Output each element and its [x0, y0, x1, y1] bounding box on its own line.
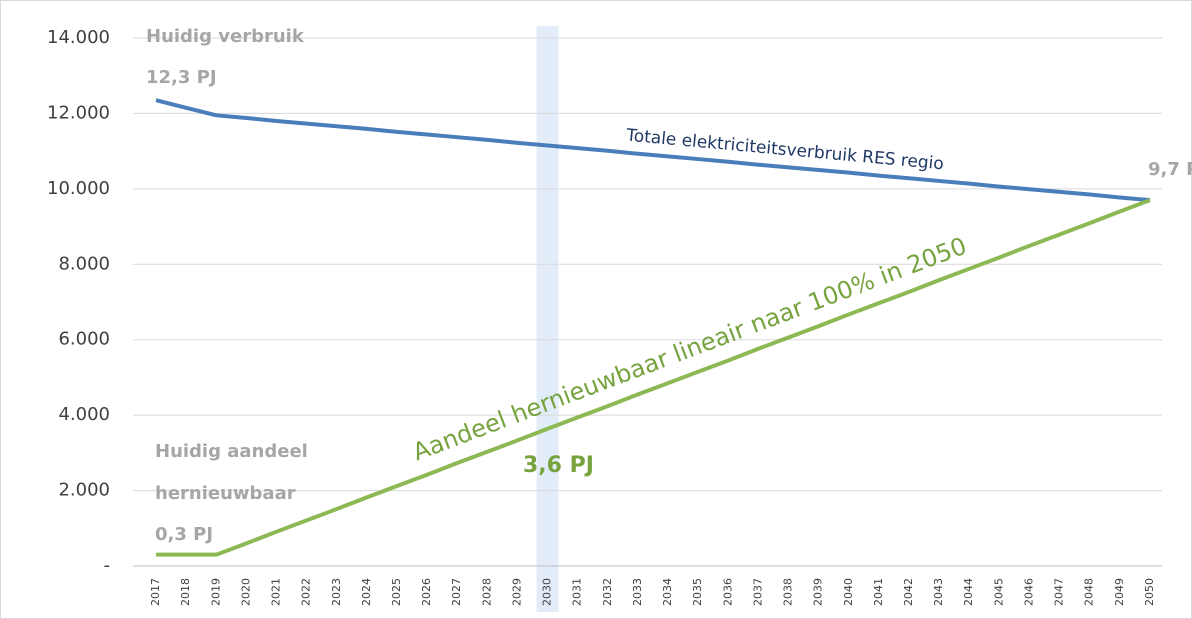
x-tick-label: 2019: [209, 578, 222, 606]
y-tick-label: 8.000: [58, 253, 110, 274]
x-tick-label: 2049: [1113, 578, 1126, 606]
x-tick-label: 2030: [541, 578, 554, 606]
x-tick-label: 2045: [992, 578, 1005, 606]
x-tick-label: 2042: [902, 578, 915, 606]
x-tick-label: 2048: [1083, 578, 1096, 606]
x-tick-label: 2043: [932, 578, 945, 606]
x-tick-label: 2037: [751, 578, 764, 606]
annotation: 9,7 PJ: [1148, 159, 1192, 180]
x-tick-label: 2022: [300, 578, 313, 606]
y-tick-label: -: [104, 555, 111, 576]
x-tick-label: 2020: [239, 578, 252, 606]
annotation: 3,6 PJ: [523, 453, 594, 478]
x-tick-label: 2029: [510, 578, 523, 606]
x-tick-label: 2040: [842, 578, 855, 606]
series-line: [156, 198, 1151, 557]
x-tick-label: 2047: [1053, 578, 1066, 606]
x-tick-label: 2023: [330, 578, 343, 606]
x-tick-label: 2041: [872, 578, 885, 606]
annotation: hernieuwbaar: [155, 483, 296, 504]
series-line: [155, 98, 1151, 203]
annotation: Huidig aandeel: [155, 441, 308, 462]
annotation: Huidig verbruik: [146, 26, 305, 47]
y-tick-label: 2.000: [58, 480, 110, 501]
y-tick-label: 10.000: [47, 178, 110, 199]
y-tick-label: 12.000: [47, 102, 110, 123]
x-tick-label: 2021: [270, 578, 283, 606]
y-tick-label: 4.000: [58, 404, 110, 425]
x-tick-label: 2039: [812, 578, 825, 606]
x-tick-label: 2032: [601, 578, 614, 606]
x-tick-label: 2033: [631, 578, 644, 606]
x-tick-label: 2035: [691, 578, 704, 606]
x-tick-label: 2031: [571, 578, 584, 606]
x-tick-label: 2027: [450, 578, 463, 606]
x-tick-label: 2025: [390, 578, 403, 606]
x-tick-label: 2026: [420, 578, 433, 606]
x-tick-label: 2017: [149, 578, 162, 606]
y-tick-label: 6.000: [58, 329, 110, 350]
annotation: 12,3 PJ: [146, 67, 217, 88]
highlight-band: [536, 26, 559, 612]
x-tick-label: 2028: [480, 578, 493, 606]
annotation: 0,3 PJ: [155, 524, 213, 545]
x-tick-label: 2018: [179, 578, 192, 606]
x-tick-label: 2050: [1143, 578, 1156, 606]
x-tick-label: 2036: [721, 578, 734, 606]
y-tick-label: 14.000: [47, 27, 110, 48]
x-tick-label: 2034: [661, 578, 674, 606]
x-tick-label: 2046: [1022, 578, 1035, 606]
x-tick-label: 2024: [360, 578, 373, 606]
x-tick-label: 2044: [962, 578, 975, 606]
x-tick-label: 2038: [782, 578, 795, 606]
